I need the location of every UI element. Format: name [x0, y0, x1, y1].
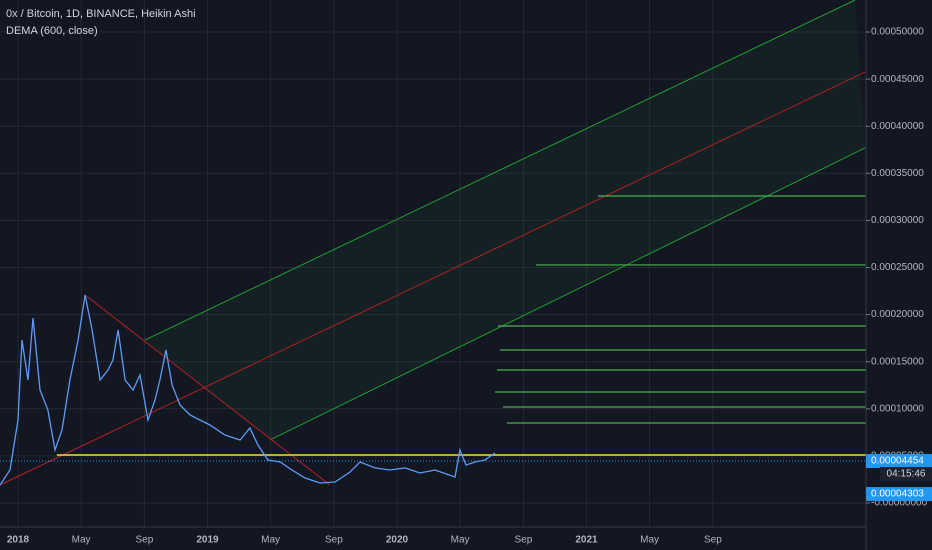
countdown-box	[880, 467, 932, 482]
last-price-box	[866, 454, 932, 469]
indicator-label: DEMA (600, close)	[6, 25, 98, 37]
prev-price-box	[866, 487, 932, 502]
x-tick-label: May	[640, 535, 659, 546]
prev-price-label: 0.00004303	[871, 489, 924, 500]
x-tick-label: Sep	[325, 535, 343, 546]
channel-line	[144, 0, 856, 341]
y-tick-label: 0.00010000	[871, 403, 924, 414]
x-tick-label: Sep	[514, 535, 532, 546]
x-tick-label: 2021	[575, 535, 598, 546]
channel-line	[0, 71, 866, 486]
y-tick-label: 0.00015000	[871, 356, 924, 367]
last-price-label: 0.00004454	[871, 456, 924, 467]
x-tick-label: Sep	[135, 535, 153, 546]
y-tick-label: 0.00030000	[871, 215, 924, 226]
y-tick-label: 0.00035000	[871, 168, 924, 179]
x-tick-label: 2019	[196, 535, 219, 546]
axes: -0.000000000.000050000.000100000.0001500…	[7, 27, 932, 546]
countdown-label: 04:15:46	[887, 469, 926, 480]
plot	[0, 0, 866, 486]
trend-line	[84, 294, 331, 486]
x-tick-label: May	[72, 535, 91, 546]
x-tick-label: Sep	[704, 535, 722, 546]
grid	[0, 0, 866, 527]
x-tick-label: 2018	[7, 535, 30, 546]
x-tick-label: May	[451, 535, 470, 546]
x-tick-label: May	[261, 535, 280, 546]
y-tick-label: -0.00000000	[871, 498, 928, 509]
y-tick-label: 0.00040000	[871, 121, 924, 132]
price-line	[0, 294, 496, 486]
y-tick-label: 0.00045000	[871, 74, 924, 85]
channel-line	[269, 147, 866, 441]
x-tick-label: 2020	[386, 535, 409, 546]
chart-title: 0x / Bitcoin, 1D, BINANCE, Heikin Ashi	[6, 8, 196, 20]
y-tick-label: 0.00020000	[871, 309, 924, 320]
y-tick-label: 0.00050000	[871, 27, 924, 38]
y-tick-label: 0.00025000	[871, 262, 924, 273]
